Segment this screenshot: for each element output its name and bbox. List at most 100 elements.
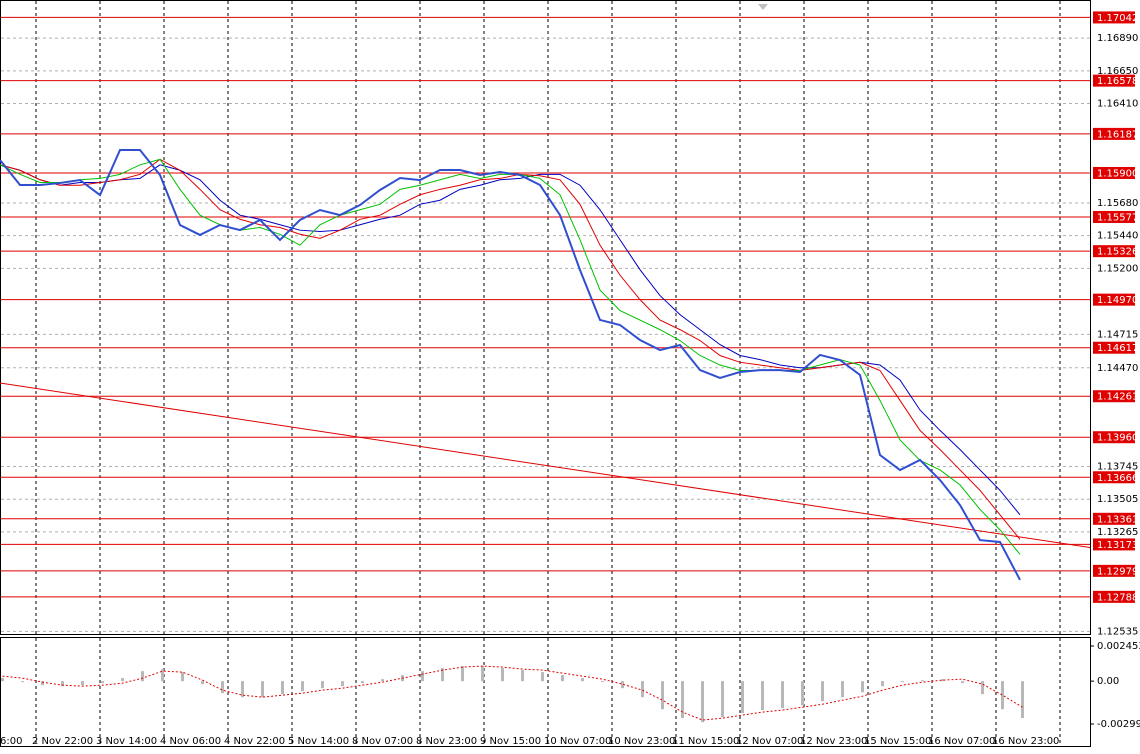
level-label-box — [1093, 74, 1135, 87]
histogram-bar — [701, 681, 704, 723]
histogram-bar — [181, 672, 184, 682]
y-tick-label: 1.13265 — [1097, 527, 1138, 538]
price-line — [0, 148, 1021, 581]
histogram-bar — [881, 681, 884, 687]
level-label: 1.13666 — [1097, 473, 1138, 484]
x-tick-label: 2 Nov 22:00 — [32, 736, 93, 747]
histogram-bar — [221, 681, 224, 694]
level-label: 1.16578 — [1097, 76, 1138, 87]
level-label: 1.15326 — [1097, 247, 1138, 258]
histogram-bar — [841, 681, 844, 698]
signal-line — [2, 665, 1023, 721]
histogram-bar — [41, 681, 44, 686]
x-tick-label: 15 Nov 15:00 — [864, 736, 931, 747]
histogram-bar — [921, 680, 924, 682]
histogram-bar — [101, 681, 104, 684]
x-tick-label: 4 Nov 06:00 — [160, 736, 221, 747]
x-tick-label: 9 Nov 15:00 — [480, 736, 541, 747]
histogram-bar — [261, 681, 264, 698]
histogram-bar — [301, 681, 304, 692]
trend-line — [0, 382, 1091, 549]
level-label: 1.16187 — [1097, 129, 1138, 140]
histogram-bar — [441, 668, 444, 682]
histogram-bar — [161, 669, 164, 682]
x-tick-label: 10 Nov 23:00 — [608, 736, 675, 747]
level-label: 1.13361 — [1097, 514, 1138, 525]
histogram-bar — [861, 681, 864, 693]
x-tick-label: 10 Nov 07:00 — [544, 736, 611, 747]
shift-marker — [758, 4, 768, 10]
histogram-bar — [741, 681, 744, 714]
histogram-bar — [981, 681, 984, 695]
y-tick-label: -0.002991 — [1097, 719, 1140, 730]
level-label: 1.13960 — [1097, 433, 1138, 444]
histogram-bar — [361, 681, 364, 684]
level-label: 1.17042 — [1097, 13, 1138, 24]
histogram-bar — [521, 670, 524, 682]
x-tick-label: 8 Nov 07:00 — [352, 736, 413, 747]
x-tick-label: 16 Nov 23:00 — [992, 736, 1059, 747]
y-tick-label: 1.15440 — [1097, 231, 1138, 242]
histogram-bar — [541, 672, 544, 682]
level-label-box — [1093, 431, 1135, 444]
moving-average — [0, 158, 1021, 540]
level-label: 1.12979 — [1097, 566, 1138, 577]
histogram-bar — [141, 671, 144, 682]
level-label-box — [1093, 127, 1135, 140]
y-tick-label: 1.13505 — [1097, 494, 1138, 505]
x-tick-label: 6:00 — [0, 736, 22, 747]
histogram-bar — [941, 679, 944, 682]
y-tick-label: 0.00 — [1097, 676, 1119, 687]
y-tick-label: 1.15680 — [1097, 198, 1138, 209]
histogram-bar — [381, 679, 384, 682]
histogram-bar — [61, 681, 64, 687]
histogram-bar — [801, 681, 804, 706]
level-label-box — [1093, 538, 1135, 551]
x-tick-label: 3 Nov 14:00 — [96, 736, 157, 747]
level-label-box — [1093, 210, 1135, 223]
histogram-bar — [21, 681, 24, 683]
histogram-bar — [621, 681, 624, 689]
level-label-box — [1093, 512, 1135, 525]
histogram-bar — [1001, 681, 1004, 710]
level-label-box — [1093, 564, 1135, 577]
histogram-bar — [961, 681, 964, 684]
histogram-bar — [561, 675, 564, 682]
histogram-bar — [341, 681, 344, 687]
histogram-bar — [821, 681, 824, 702]
x-tick-label: 12 Nov 23:00 — [800, 736, 867, 747]
x-tick-label: 5 Nov 14:00 — [288, 736, 349, 747]
histogram-bar — [661, 681, 664, 710]
y-tick-label: 1.14470 — [1097, 363, 1138, 374]
level-label-box — [1093, 341, 1135, 354]
x-tick-label: 16 Nov 07:00 — [928, 736, 995, 747]
y-tick-label: 0.002453 — [1097, 641, 1140, 652]
histogram-bar — [81, 681, 84, 686]
x-tick-label: 11 Nov 15:00 — [672, 736, 739, 747]
level-label: 1.13173 — [1097, 540, 1138, 551]
y-tick-label: 1.16410 — [1097, 99, 1138, 110]
histogram-bar — [601, 681, 604, 683]
x-tick-label: 4 Nov 22:00 — [224, 736, 285, 747]
histogram-bar — [461, 666, 464, 682]
x-tick-label: 8 Nov 23:00 — [416, 736, 477, 747]
histogram-bar — [581, 678, 584, 682]
oscillator-panel-border — [0, 637, 1091, 747]
histogram-bar — [501, 668, 504, 682]
y-tick-label: 1.13745 — [1097, 462, 1138, 473]
price-panel-border — [0, 0, 1091, 635]
histogram-bar — [321, 681, 324, 689]
y-tick-label: 1.14715 — [1097, 329, 1138, 340]
level-label: 1.14261 — [1097, 392, 1138, 403]
level-label-box — [1093, 590, 1135, 603]
y-tick-label: 1.16650 — [1097, 66, 1138, 77]
histogram-bar — [481, 666, 484, 682]
level-label: 1.14970 — [1097, 295, 1138, 306]
histogram-bar — [281, 681, 284, 695]
level-label-box — [1093, 245, 1135, 258]
histogram-bar — [241, 681, 244, 698]
histogram-bar — [201, 681, 204, 685]
histogram-bar — [641, 681, 644, 698]
